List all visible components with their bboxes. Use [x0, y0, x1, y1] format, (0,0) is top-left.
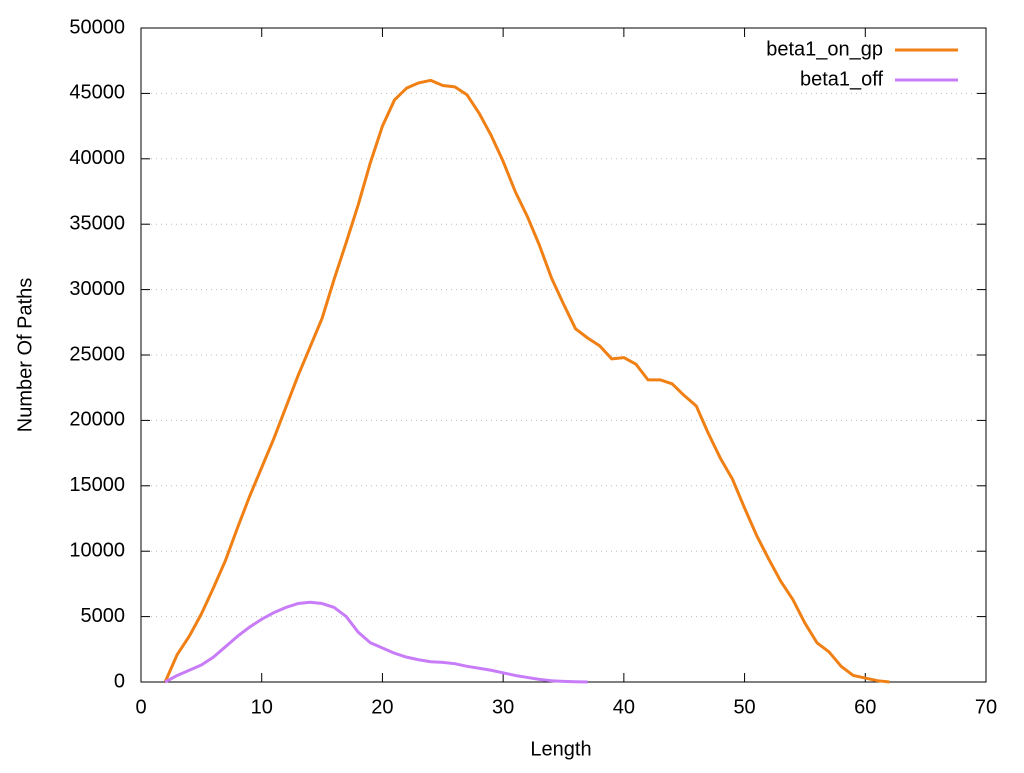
x-tick-label: 40	[613, 696, 635, 718]
data-line	[164, 600, 588, 684]
y-axis-label: Number Of Paths	[14, 278, 36, 433]
legend-label: beta1_off	[800, 68, 883, 90]
y-tick-label: 10000	[69, 539, 125, 561]
plot-frame	[140, 27, 987, 683]
y-tick-label: 50000	[69, 16, 125, 38]
x-tick-label: 30	[492, 696, 514, 718]
y-tick-label: 30000	[69, 278, 125, 300]
x-tick-label: 70	[975, 696, 997, 718]
x-tick-label: 50	[733, 696, 755, 718]
y-tick-label: 20000	[69, 409, 125, 431]
x-axis-label: Length	[530, 738, 591, 760]
y-tick-label: 40000	[69, 147, 125, 169]
x-tick-label: 60	[854, 696, 876, 718]
x-tick-label: 20	[371, 696, 393, 718]
data-line	[163, 78, 890, 684]
x-tick-label: 0	[135, 696, 146, 718]
y-tick-label: 35000	[69, 212, 125, 234]
y-tick-label: 15000	[69, 474, 125, 496]
y-tick-label: 0	[114, 670, 125, 692]
x-tick-label: 10	[251, 696, 273, 718]
y-tick-label: 25000	[69, 343, 125, 365]
legend-label: beta1_on_gp	[766, 38, 883, 60]
y-tick-label: 5000	[81, 605, 126, 627]
y-tick-label: 45000	[69, 82, 125, 104]
